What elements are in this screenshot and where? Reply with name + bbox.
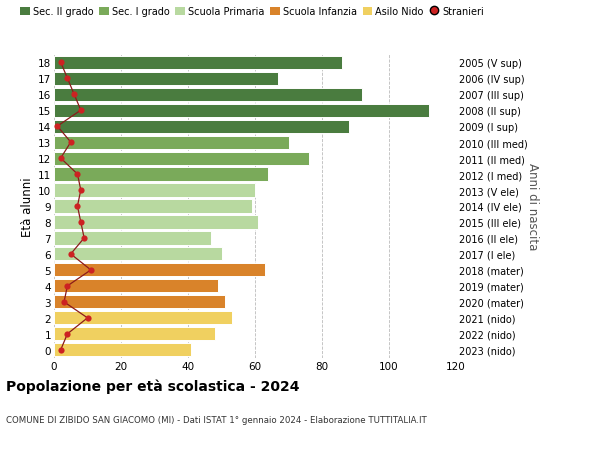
Bar — [54, 104, 429, 118]
Bar — [54, 296, 225, 309]
Bar — [54, 312, 232, 325]
Bar — [54, 120, 349, 134]
Text: COMUNE DI ZIBIDO SAN GIACOMO (MI) - Dati ISTAT 1° gennaio 2024 - Elaborazione TU: COMUNE DI ZIBIDO SAN GIACOMO (MI) - Dati… — [6, 415, 427, 425]
Bar — [54, 200, 251, 213]
Y-axis label: Età alunni: Età alunni — [21, 177, 34, 236]
Point — [66, 139, 76, 146]
Bar — [54, 89, 362, 101]
Legend: Sec. II grado, Sec. I grado, Scuola Primaria, Scuola Infanzia, Asilo Nido, Stran: Sec. II grado, Sec. I grado, Scuola Prim… — [20, 7, 484, 17]
Point — [56, 155, 65, 162]
Bar — [54, 232, 211, 245]
Point — [56, 59, 65, 67]
Bar — [54, 280, 218, 293]
Bar — [54, 216, 259, 229]
Point — [62, 330, 72, 338]
Bar — [54, 136, 289, 149]
Bar — [54, 152, 308, 165]
Point — [86, 267, 95, 274]
Point — [76, 219, 86, 226]
Point — [83, 314, 92, 322]
Point — [62, 283, 72, 290]
Bar — [54, 264, 265, 277]
Bar — [54, 73, 278, 85]
Point — [66, 251, 76, 258]
Y-axis label: Anni di nascita: Anni di nascita — [526, 163, 539, 250]
Text: Popolazione per età scolastica - 2024: Popolazione per età scolastica - 2024 — [6, 379, 299, 393]
Bar — [54, 328, 215, 341]
Point — [53, 123, 62, 130]
Bar — [54, 168, 268, 181]
Point — [62, 75, 72, 83]
Point — [73, 171, 82, 179]
Point — [76, 187, 86, 194]
Bar — [54, 343, 191, 357]
Point — [73, 203, 82, 210]
Bar — [54, 56, 342, 70]
Point — [70, 91, 79, 99]
Point — [76, 107, 86, 115]
Point — [79, 235, 89, 242]
Bar — [54, 184, 255, 197]
Bar — [54, 248, 221, 261]
Point — [59, 298, 69, 306]
Point — [56, 347, 65, 354]
